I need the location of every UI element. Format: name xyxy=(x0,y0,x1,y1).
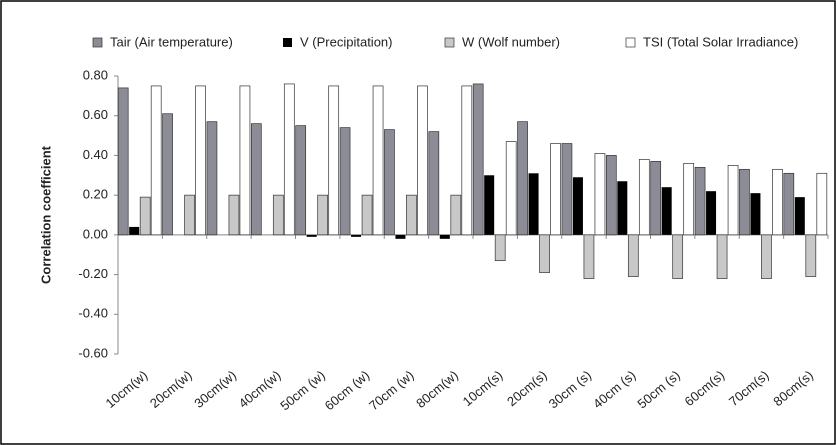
bar xyxy=(117,87,129,236)
y-tick-label: -0.60 xyxy=(78,345,108,360)
bar xyxy=(372,85,384,236)
bar xyxy=(306,234,317,237)
bar xyxy=(472,83,484,236)
bar xyxy=(195,85,206,236)
bar xyxy=(150,85,162,236)
y-axis-label: Correlation coefficient xyxy=(38,145,53,284)
bar xyxy=(461,85,473,236)
y-tick-label: 0.00 xyxy=(83,226,108,241)
bar xyxy=(484,175,495,235)
bar xyxy=(339,127,351,236)
bar xyxy=(239,85,251,236)
bar xyxy=(450,194,462,236)
bar xyxy=(672,234,684,279)
legend-marker xyxy=(92,37,103,48)
bar xyxy=(805,234,817,277)
bar xyxy=(583,234,595,279)
bar xyxy=(272,194,284,236)
bar xyxy=(617,181,628,235)
bar xyxy=(706,191,717,235)
bar xyxy=(184,194,195,236)
bar xyxy=(772,168,783,236)
bar xyxy=(517,121,528,236)
legend-marker xyxy=(283,38,292,47)
bar xyxy=(528,173,539,235)
bar xyxy=(739,168,750,236)
y-tick-label: 0.20 xyxy=(83,187,108,202)
bar xyxy=(428,131,440,236)
bar xyxy=(683,163,695,236)
bar xyxy=(539,234,550,273)
bar xyxy=(206,121,218,236)
y-tick-label: 0.80 xyxy=(83,67,108,82)
bar xyxy=(572,177,583,235)
bar xyxy=(783,172,795,236)
bar xyxy=(750,193,761,235)
bar xyxy=(694,166,706,236)
y-tick-label: 0.40 xyxy=(83,147,108,162)
bar xyxy=(283,83,295,236)
bar xyxy=(605,155,617,236)
bar xyxy=(550,143,561,236)
bar xyxy=(816,172,828,236)
bar xyxy=(761,234,772,279)
bar xyxy=(139,196,151,236)
bar xyxy=(505,141,517,236)
bar xyxy=(794,197,805,235)
bar xyxy=(638,159,650,236)
bar xyxy=(716,234,728,279)
bar xyxy=(162,113,173,236)
legend-label: V (Precipitation) xyxy=(300,34,392,49)
bar xyxy=(439,234,450,239)
legend-marker xyxy=(444,37,455,48)
y-tick-label: -0.40 xyxy=(78,306,108,321)
y-tick-label: 0.60 xyxy=(83,107,108,122)
bar xyxy=(627,234,639,277)
bar xyxy=(727,165,739,236)
bar xyxy=(561,143,573,236)
y-tick-label: -0.20 xyxy=(78,266,108,281)
bar xyxy=(661,187,672,235)
bar xyxy=(250,123,262,236)
legend-marker xyxy=(625,37,636,48)
bar xyxy=(328,85,340,236)
bar xyxy=(351,234,362,237)
bar xyxy=(384,129,395,236)
legend-label: TSI (Total Solar Irradiance) xyxy=(643,34,798,49)
bar xyxy=(650,161,662,236)
legend-label: Tair (Air temperature) xyxy=(110,34,233,49)
bar xyxy=(594,153,606,236)
bar xyxy=(406,194,417,236)
bar xyxy=(317,194,329,236)
bar xyxy=(417,85,428,236)
bar xyxy=(494,234,506,262)
bar xyxy=(395,234,406,239)
legend-label: W (Wolf number) xyxy=(462,34,560,49)
bar xyxy=(228,194,240,236)
bar xyxy=(129,226,140,235)
bar xyxy=(361,194,373,236)
bar xyxy=(295,125,307,236)
